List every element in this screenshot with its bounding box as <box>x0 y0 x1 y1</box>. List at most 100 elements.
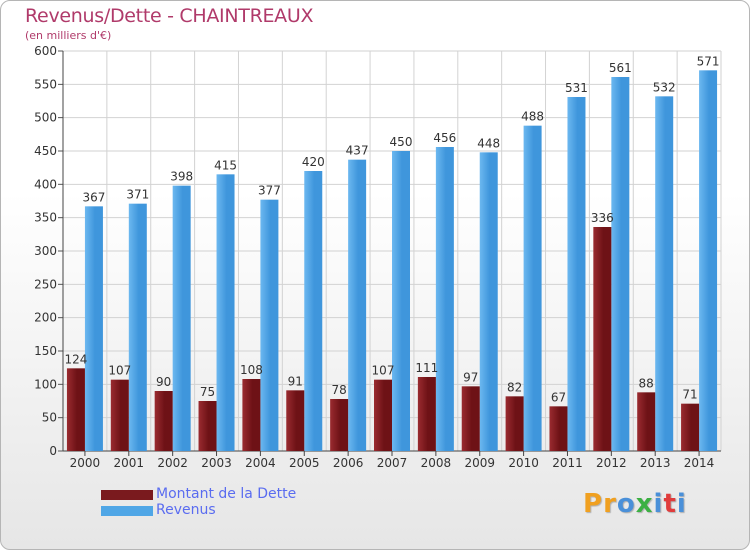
x-tick-label: 2010 <box>508 456 539 470</box>
proxiti-logo: Proxiti <box>583 489 687 519</box>
logo-letter: x <box>635 489 654 519</box>
y-tick-label: 450 <box>34 144 57 158</box>
data-label-revenue: 561 <box>609 61 632 75</box>
data-label-revenue: 420 <box>302 155 325 169</box>
data-label-revenue: 448 <box>477 136 500 150</box>
y-tick-label: 300 <box>34 244 57 258</box>
y-tick-label: 400 <box>34 177 57 191</box>
data-label-debt: 75 <box>200 385 215 399</box>
x-tick-label: 2003 <box>201 456 232 470</box>
data-label-revenue: 415 <box>214 158 237 172</box>
y-tick-label: 50 <box>42 411 57 425</box>
logo-letter: r <box>603 489 617 519</box>
bar-revenue <box>260 199 279 451</box>
legend-label-debt: Montant de la Dette <box>156 486 297 502</box>
bar-revenue <box>348 159 367 451</box>
x-tick-label: 2004 <box>245 456 276 470</box>
data-label-debt: 107 <box>108 364 131 378</box>
x-tick-label: 2001 <box>114 456 145 470</box>
bar-debt <box>66 368 85 451</box>
bar-revenue <box>611 77 630 451</box>
logo-letter: i <box>653 489 664 519</box>
data-label-debt: 97 <box>463 370 478 384</box>
data-label-debt: 111 <box>415 361 438 375</box>
bar-debt <box>505 396 524 451</box>
bar-revenue <box>699 70 718 451</box>
bar-debt <box>681 403 700 451</box>
data-label-revenue: 532 <box>653 80 676 94</box>
x-tick-label: 2014 <box>684 456 715 470</box>
bar-debt <box>330 399 349 451</box>
chart-title: Revenus/Dette - CHAINTREAUX <box>25 5 314 27</box>
data-label-revenue: 571 <box>697 54 720 68</box>
x-tick-label: 2008 <box>421 456 452 470</box>
data-label-debt: 107 <box>372 364 395 378</box>
y-tick-label: 500 <box>34 111 57 125</box>
data-label-revenue: 488 <box>521 110 544 124</box>
data-label-revenue: 437 <box>346 144 369 158</box>
legend-swatch-debt <box>101 490 153 500</box>
x-tick-label: 2011 <box>552 456 583 470</box>
bar-debt <box>242 379 261 451</box>
bar-debt <box>549 406 568 451</box>
bar-revenue <box>304 171 323 451</box>
bar-debt <box>154 391 173 451</box>
bar-revenue <box>392 151 410 451</box>
bar-revenue <box>567 97 586 451</box>
bar-revenue <box>216 174 235 452</box>
data-label-debt: 67 <box>551 390 566 404</box>
logo-letter: t <box>663 489 677 519</box>
bar-debt <box>637 392 656 451</box>
bar-debt <box>417 377 436 451</box>
x-tick-label: 2002 <box>157 456 188 470</box>
bar-debt <box>110 379 129 451</box>
y-tick-label: 150 <box>34 344 57 358</box>
bar-revenue <box>435 147 454 451</box>
x-tick-label: 2005 <box>289 456 320 470</box>
data-label-debt: 82 <box>507 380 522 394</box>
x-tick-label: 2006 <box>333 456 364 470</box>
bar-debt <box>461 386 480 451</box>
bar-debt <box>198 401 217 451</box>
data-label-revenue: 398 <box>170 170 193 184</box>
x-tick-label: 2009 <box>464 456 495 470</box>
x-tick-label: 2013 <box>640 456 671 470</box>
data-label-debt: 91 <box>288 374 303 388</box>
bar-debt <box>286 390 305 451</box>
data-label-debt: 88 <box>639 376 654 390</box>
data-label-debt: 108 <box>240 363 263 377</box>
data-label-debt: 336 <box>591 211 614 225</box>
data-label-revenue: 371 <box>126 188 149 202</box>
x-tick-label: 2007 <box>377 456 408 470</box>
logo-letter: o <box>616 489 636 519</box>
bar-revenue <box>523 125 542 452</box>
bar-revenue <box>479 152 498 452</box>
data-label-debt: 71 <box>682 388 697 402</box>
data-label-revenue: 450 <box>390 135 413 149</box>
bar-revenue <box>172 185 191 451</box>
x-tick-label: 2000 <box>70 456 101 470</box>
data-label-revenue: 456 <box>433 131 456 145</box>
legend-swatch-revenue <box>101 506 153 516</box>
y-tick-label: 100 <box>34 377 57 391</box>
bar-debt <box>374 379 392 451</box>
data-label-revenue: 377 <box>258 184 281 198</box>
y-tick-label: 600 <box>34 44 57 58</box>
chart-subtitle: (en milliers d'€) <box>25 29 112 42</box>
bar-debt <box>593 227 612 451</box>
y-tick-label: 0 <box>49 444 57 458</box>
data-label-revenue: 367 <box>82 190 105 204</box>
legend-label-revenue: Revenus <box>156 502 216 518</box>
y-tick-label: 250 <box>34 277 57 291</box>
bar-revenue <box>84 206 103 451</box>
x-tick-label: 2012 <box>596 456 627 470</box>
data-label-debt: 90 <box>156 375 171 389</box>
logo-letter: i <box>676 489 687 519</box>
data-label-debt: 124 <box>64 352 87 366</box>
y-tick-label: 550 <box>34 77 57 91</box>
data-label-debt: 78 <box>331 383 346 397</box>
y-tick-label: 200 <box>34 311 57 325</box>
bar-revenue <box>128 203 147 451</box>
bar-revenue <box>655 96 674 451</box>
